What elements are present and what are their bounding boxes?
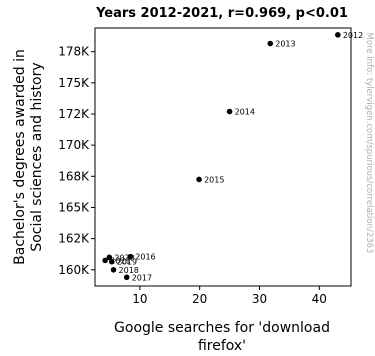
x-tick-label: 40	[312, 292, 327, 306]
x-tick-label: 30	[252, 292, 267, 306]
plot-area	[94, 27, 352, 287]
point-label-2016: 2016	[135, 253, 155, 262]
data-point-2019	[108, 258, 115, 265]
y-axis-label-line-2: Social sciences and history	[29, 62, 45, 251]
y-tick-label: 170K	[58, 138, 90, 152]
y-tick-label: 178K	[58, 45, 90, 59]
point-label-2015: 2015	[204, 175, 224, 184]
y-tick-label: 168K	[58, 169, 90, 183]
point-label-2017: 2017	[132, 273, 152, 282]
x-tick-label: 10	[132, 292, 147, 306]
y-tick-label: 165K	[58, 200, 90, 214]
y-axis-label-line-1: Bachelor's degrees awarded in	[12, 49, 28, 265]
data-point-2021	[102, 257, 108, 264]
data-point-2020	[106, 254, 113, 261]
chart-title: Years 2012-2021, r=0.969, p<0.01	[95, 6, 348, 21]
data-point-2015	[196, 176, 202, 183]
point-label-2014: 2014	[235, 108, 255, 117]
data-point-2012	[335, 32, 341, 38]
data-point-2013	[267, 40, 274, 47]
y-axis: 160K 162K 165K 168K 170K 172K 175K 178K	[58, 45, 95, 277]
point-label-2013: 2013	[275, 40, 295, 49]
point-label-2018: 2018	[119, 266, 139, 275]
point-label-2012: 2012	[343, 31, 363, 40]
x-axis: 10 20 30 40	[132, 286, 327, 306]
y-tick-label: 175K	[58, 76, 90, 90]
point-label-2020: 2020	[114, 253, 134, 262]
y-tick-label: 162K	[58, 232, 90, 246]
data-point-2014	[226, 108, 233, 115]
y-tick-label: 172K	[58, 107, 90, 121]
x-axis-label-line-2: firefox'	[198, 338, 246, 354]
x-axis-label-line-1: Google searches for 'download	[114, 320, 330, 336]
point-label-2021: 2021	[110, 256, 130, 265]
y-tick-label: 160K	[58, 263, 90, 277]
point-label-2019: 2019	[117, 258, 137, 267]
data-point-2016	[127, 253, 134, 260]
data-point-2018	[110, 266, 117, 273]
x-tick-label: 20	[192, 292, 207, 306]
watermark: More info: tylervigen.com/spurious/corre…	[364, 33, 374, 254]
data-point-2017	[123, 274, 130, 281]
